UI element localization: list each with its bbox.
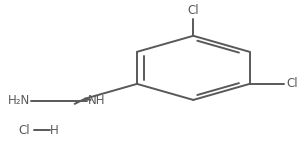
Text: H₂N: H₂N <box>8 94 30 107</box>
Text: Cl: Cl <box>18 124 30 137</box>
Text: NH: NH <box>88 94 105 107</box>
Text: H: H <box>50 124 59 137</box>
Text: Cl: Cl <box>188 4 199 17</box>
Text: Cl: Cl <box>287 77 298 90</box>
